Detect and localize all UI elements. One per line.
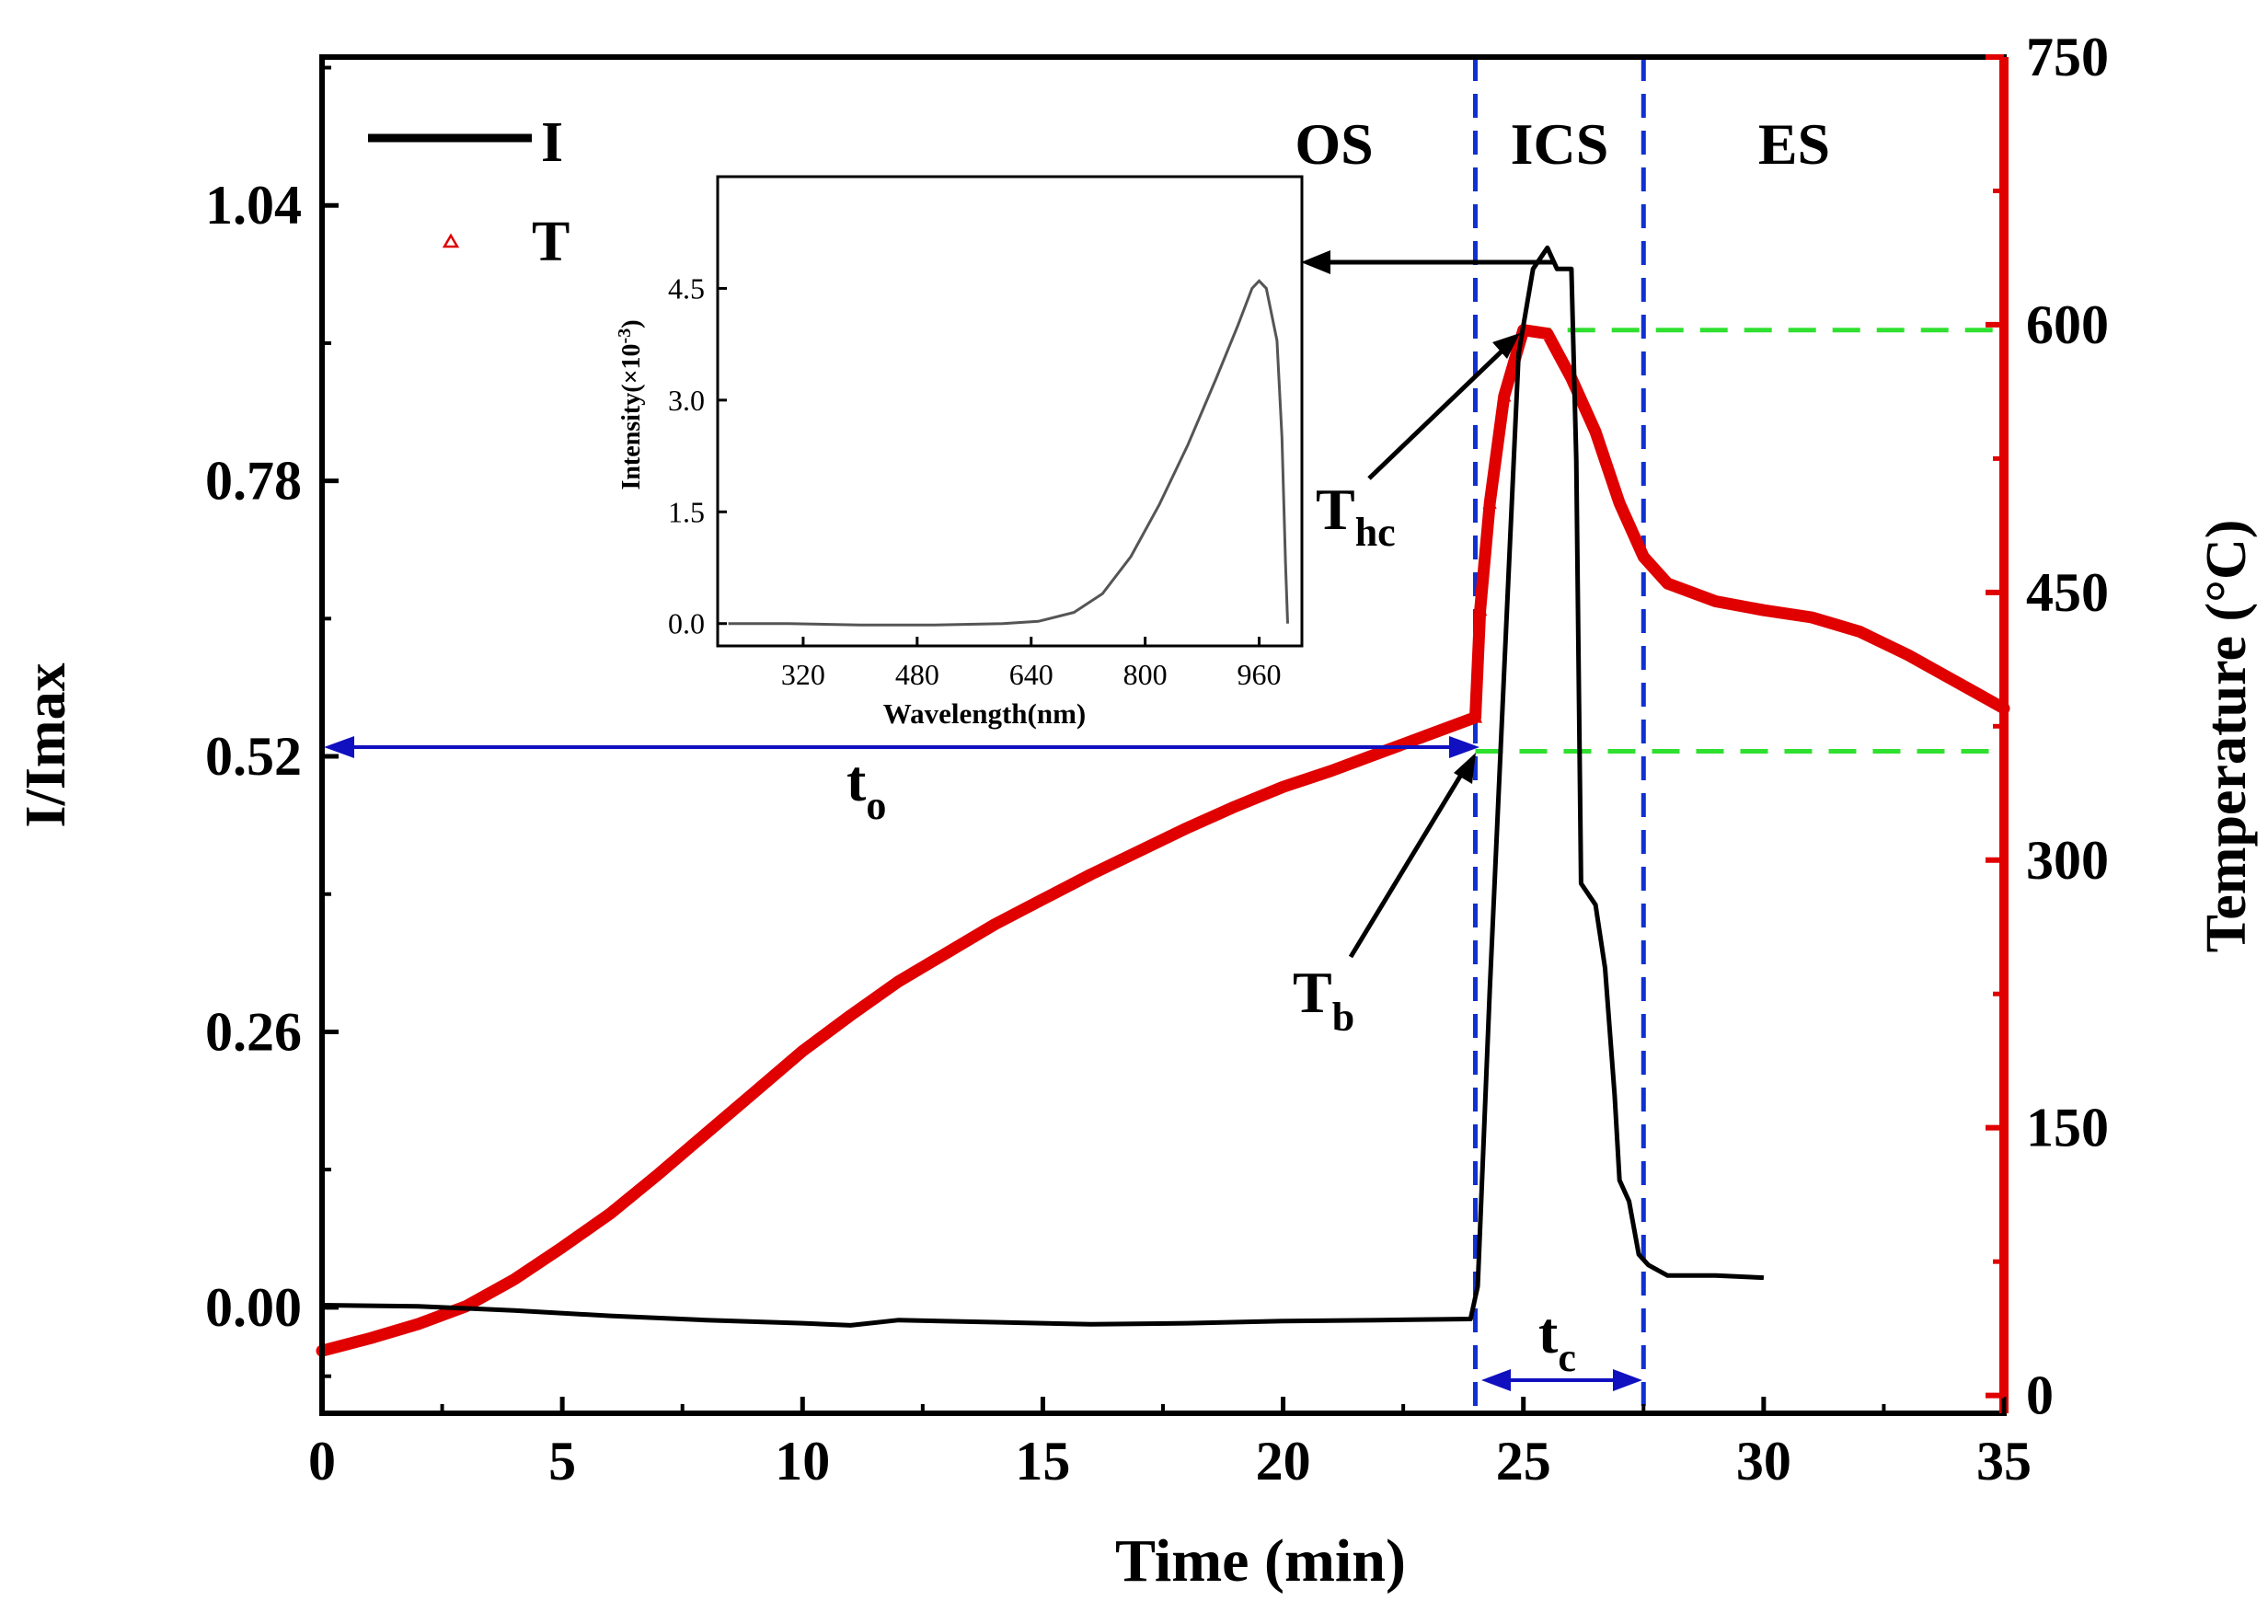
t-b-subscript: b [1332, 995, 1354, 1040]
axes-layer: 0 5 10 15 20 25 30 35 0.00 0.26 0.52 0.78 1.04 0 150 30… [205, 27, 2109, 1492]
y-right-tick-label: 600 [2026, 294, 2109, 355]
inset-x-tick-label: 480 [895, 658, 939, 691]
left-axis-label: I/Imax [15, 662, 77, 827]
x-tick-label: 10 [775, 1431, 830, 1492]
x-tick-label: 25 [1496, 1431, 1551, 1492]
t-hc-arrow-line [1367, 346, 1507, 480]
inset-y-tick-label: 4.5 [668, 271, 705, 305]
y-right-tick-label: 150 [2026, 1098, 2109, 1158]
t-b-label: Tb [1293, 960, 1354, 1040]
t-c-arrow-head-left [1481, 1369, 1511, 1391]
inset-x-tick-label: 960 [1238, 658, 1282, 691]
y-right-tick-label: 750 [2026, 27, 2109, 87]
legend: I T [368, 111, 570, 273]
inset-x-tick-label: 640 [1009, 658, 1053, 691]
t-hc-label: Thc [1316, 477, 1396, 555]
inset-y-tick-label: 1.5 [668, 495, 705, 528]
stage-guides [1472, 57, 2004, 1413]
t-c-annotation: tc [1481, 1300, 1642, 1391]
inset-x-tick-label: 320 [781, 658, 825, 691]
y-right-tick-label: 0 [2026, 1365, 2054, 1426]
inset-y-tick-label: 0.0 [668, 607, 705, 640]
right-axis-label: Temperature (°C) [2195, 520, 2258, 953]
x-tick-label: 30 [1736, 1431, 1791, 1492]
inset-x-tick-label: 800 [1123, 658, 1168, 691]
x-tick-label: 0 [308, 1431, 336, 1492]
inset-spectrum-line [728, 279, 1289, 627]
legend-marker-T [442, 233, 460, 248]
legend-label-I: I [541, 111, 563, 174]
inset-x-axis-label: Wavelength(nm) [883, 697, 1086, 730]
inset-y-label-exponent: -3 [615, 328, 635, 344]
legend-label-T: T [532, 211, 570, 273]
t-b-arrow-head [1454, 753, 1476, 784]
t-c-subscript: c [1558, 1335, 1576, 1380]
inset-y-label-close: ) [617, 319, 646, 328]
series-point-T [1468, 708, 1483, 723]
x-tick-label: 5 [548, 1431, 576, 1492]
spectrum-pointer [1301, 250, 1555, 274]
region-label-es: ES [1758, 111, 1830, 177]
t-hc-annotation: Thc [1316, 333, 1520, 555]
x-axis-label: Time (min) [1115, 1527, 1406, 1595]
series-point-T [1482, 494, 1497, 509]
y-left-tick-label: 0.26 [205, 1001, 302, 1062]
series-layer [316, 245, 2010, 1357]
y-left-tick-label: 0.78 [205, 451, 302, 512]
t-o-subscript: o [866, 783, 886, 828]
inset-series-layer: 320 480 640 800 960 0.0 1.5 3.0 4.5 [668, 271, 1289, 691]
region-label-os: OS [1295, 111, 1373, 177]
t-hc-subscript: hc [1355, 510, 1396, 555]
x-tick-label: 15 [1015, 1431, 1070, 1492]
y-right-tick-label: 450 [2026, 562, 2109, 623]
series-point-T [1473, 602, 1488, 616]
t-hc-arrow-head [1492, 333, 1520, 359]
x-tick-label: 35 [1976, 1431, 2032, 1492]
region-label-ics: ICS [1511, 111, 1609, 177]
inset-y-tick-label: 3.0 [668, 384, 705, 417]
inset-y-axis-label: Intensity(×10-3) [615, 319, 646, 490]
t-o-annotation: to [324, 736, 1479, 828]
y-left-tick-label: 1.04 [205, 175, 302, 236]
y-left-tick-label: 0.52 [205, 726, 302, 787]
t-o-label: to [846, 748, 886, 828]
t-c-arrow-head-right [1613, 1369, 1642, 1391]
t-o-arrow-head-left [324, 736, 354, 758]
y-left-tick-label: 0.00 [205, 1277, 302, 1338]
series-line-T [316, 324, 2010, 1357]
series-line-I [321, 245, 1765, 1328]
t-b-annotation: Tb [1293, 753, 1476, 1040]
y-right-tick-label: 300 [2026, 830, 2109, 891]
x-tick-label: 20 [1256, 1431, 1311, 1492]
inset-frame [716, 175, 1304, 648]
t-o-arrow-head-right [1449, 736, 1479, 758]
t-c-label: tc [1538, 1300, 1576, 1380]
inset-spectrum-plot: 320 480 640 800 960 0.0 1.5 3.0 4.5 Wavelength(n… [615, 175, 1304, 730]
series-point-T [1497, 387, 1512, 402]
spectrum-arrow-head [1301, 250, 1330, 274]
t-b-arrow-line [1348, 773, 1464, 959]
